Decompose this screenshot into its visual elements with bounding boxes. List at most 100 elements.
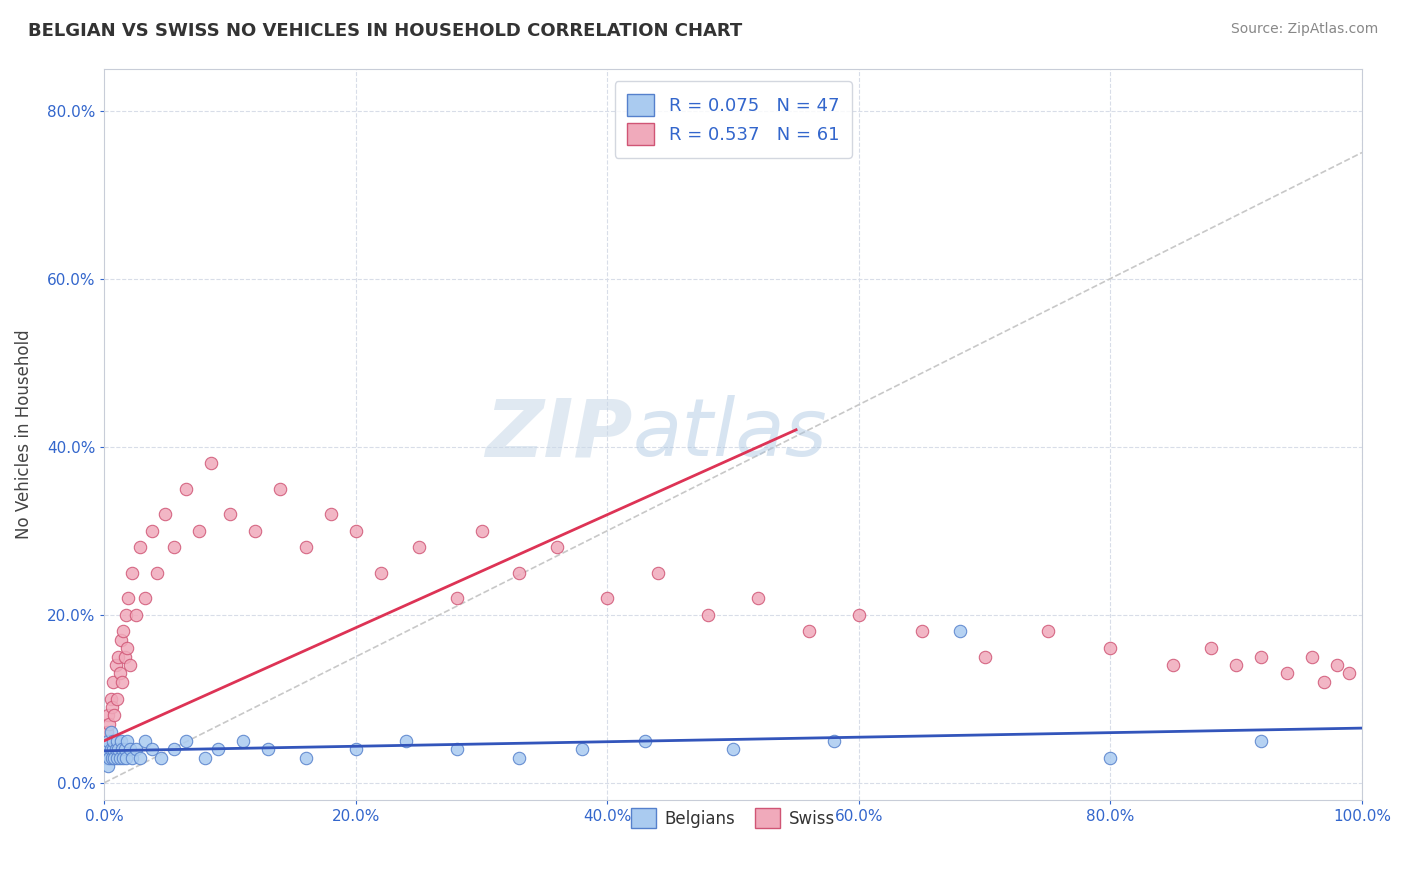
Point [344, 742, 367, 756]
Point [110, 733, 132, 747]
Point [1250, 733, 1272, 747]
Point [1339, 666, 1361, 681]
Point [125, 742, 148, 756]
Point [125, 607, 148, 622]
Point [101, 750, 124, 764]
Text: Source: ZipAtlas.com: Source: ZipAtlas.com [1230, 22, 1378, 37]
Point [97, 759, 120, 773]
Point [121, 750, 143, 764]
Point [134, 733, 156, 747]
Point [111, 742, 134, 756]
Point [103, 733, 125, 747]
Point [721, 742, 744, 756]
Point [107, 742, 129, 756]
Point [747, 591, 769, 605]
Point [110, 632, 132, 647]
Point [194, 750, 217, 764]
Point [508, 566, 530, 580]
Point [408, 541, 430, 555]
Point [370, 566, 392, 580]
Point [1250, 649, 1272, 664]
Point [146, 566, 169, 580]
Point [634, 733, 657, 747]
Point [97, 733, 120, 747]
Point [105, 733, 128, 747]
Point [153, 507, 176, 521]
Point [112, 624, 135, 639]
Point [117, 591, 139, 605]
Point [108, 750, 131, 764]
Point [948, 624, 970, 639]
Point [141, 524, 163, 538]
Point [111, 674, 134, 689]
Point [174, 482, 197, 496]
Point [97, 708, 120, 723]
Point [107, 649, 129, 664]
Point [1199, 641, 1222, 656]
Point [596, 591, 619, 605]
Legend: Belgians, Swiss: Belgians, Swiss [624, 801, 842, 835]
Point [118, 658, 141, 673]
Point [118, 742, 141, 756]
Point [1163, 658, 1185, 673]
Point [257, 742, 280, 756]
Point [98, 717, 121, 731]
Point [100, 725, 122, 739]
Y-axis label: No Vehicles in Household: No Vehicles in Household [15, 329, 32, 539]
Text: ZIP: ZIP [485, 395, 633, 473]
Point [104, 742, 127, 756]
Point [219, 507, 242, 521]
Point [446, 742, 468, 756]
Point [96, 725, 118, 739]
Point [508, 750, 530, 764]
Point [294, 750, 316, 764]
Point [294, 541, 316, 555]
Point [105, 750, 128, 764]
Point [848, 607, 870, 622]
Point [162, 742, 184, 756]
Text: atlas: atlas [633, 395, 827, 473]
Point [187, 524, 209, 538]
Point [101, 700, 124, 714]
Point [100, 742, 122, 756]
Point [697, 607, 720, 622]
Point [1313, 674, 1336, 689]
Point [103, 750, 125, 764]
Point [114, 750, 136, 764]
Point [647, 566, 669, 580]
Point [245, 524, 267, 538]
Point [115, 641, 138, 656]
Point [344, 524, 367, 538]
Point [108, 666, 131, 681]
Point [114, 742, 136, 756]
Point [546, 541, 568, 555]
Point [395, 733, 418, 747]
Point [446, 591, 468, 605]
Point [94, 750, 117, 764]
Point [1099, 641, 1122, 656]
Point [1099, 750, 1122, 764]
Point [141, 742, 163, 756]
Point [114, 649, 136, 664]
Point [128, 750, 150, 764]
Point [200, 457, 222, 471]
Point [823, 733, 845, 747]
Point [100, 691, 122, 706]
Point [104, 658, 127, 673]
Point [571, 742, 593, 756]
Point [162, 541, 184, 555]
Point [269, 482, 291, 496]
Point [319, 507, 342, 521]
Point [128, 541, 150, 555]
Point [103, 742, 125, 756]
Point [471, 524, 494, 538]
Text: BELGIAN VS SWISS NO VEHICLES IN HOUSEHOLD CORRELATION CHART: BELGIAN VS SWISS NO VEHICLES IN HOUSEHOL… [28, 22, 742, 40]
Point [150, 750, 173, 764]
Point [96, 742, 118, 756]
Point [134, 591, 156, 605]
Point [207, 742, 229, 756]
Point [1275, 666, 1298, 681]
Point [98, 750, 121, 764]
Point [115, 733, 138, 747]
Point [911, 624, 934, 639]
